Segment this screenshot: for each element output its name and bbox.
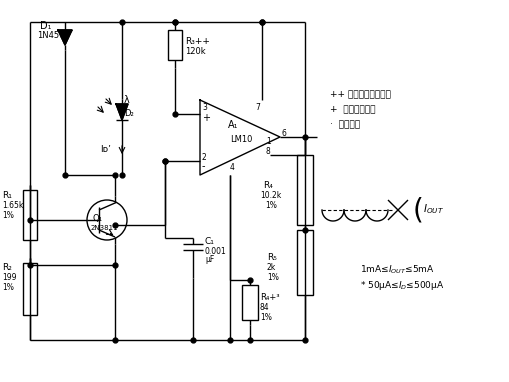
Text: -: - <box>202 161 205 171</box>
Text: 2: 2 <box>202 152 206 162</box>
Text: A₁: A₁ <box>228 120 238 130</box>
Bar <box>296 230 313 295</box>
Text: 1N457: 1N457 <box>37 31 64 40</box>
Text: λ: λ <box>124 95 129 105</box>
Text: 199: 199 <box>2 274 16 283</box>
Text: 1%: 1% <box>267 274 278 283</box>
Text: 1%: 1% <box>2 210 14 220</box>
Text: ·  铜线绕成: · 铜线绕成 <box>329 120 359 129</box>
Text: 0.001: 0.001 <box>205 246 227 256</box>
Text: $I_{OUT}$: $I_{OUT}$ <box>422 202 443 216</box>
Text: R₃++: R₃++ <box>185 37 210 45</box>
Text: R₂: R₂ <box>2 264 12 272</box>
Text: R₅: R₅ <box>267 253 276 262</box>
Text: 1mA≤$I_{OUT}$≤5mA: 1mA≤$I_{OUT}$≤5mA <box>359 264 433 276</box>
Polygon shape <box>58 30 72 45</box>
Text: 1%: 1% <box>2 283 14 293</box>
Text: 120k: 120k <box>185 47 205 55</box>
Text: 1: 1 <box>266 138 270 147</box>
Text: +  比例因数电阻: + 比例因数电阻 <box>329 105 375 115</box>
Text: 84: 84 <box>260 304 269 312</box>
Text: 1%: 1% <box>265 201 276 210</box>
Text: * 50μA≤$I_D$≤500μA: * 50μA≤$I_D$≤500μA <box>359 278 444 291</box>
Text: 2k: 2k <box>267 264 276 272</box>
Text: μF: μF <box>205 256 214 264</box>
Text: (: ( <box>412 196 423 224</box>
Bar <box>296 155 313 225</box>
Text: 7: 7 <box>254 104 260 113</box>
Text: Iᴅ’: Iᴅ’ <box>100 146 110 154</box>
Text: R₄+³: R₄+³ <box>260 293 279 303</box>
Text: R₄: R₄ <box>263 181 272 189</box>
Polygon shape <box>116 104 128 120</box>
Text: 10.2k: 10.2k <box>260 191 280 201</box>
Text: D₂: D₂ <box>124 110 133 118</box>
Text: LM10: LM10 <box>230 136 252 144</box>
Text: 1.65k: 1.65k <box>2 201 23 209</box>
Text: Q₁: Q₁ <box>93 214 103 222</box>
Text: 8: 8 <box>266 147 270 155</box>
Bar <box>167 30 182 60</box>
Text: 3: 3 <box>202 104 207 113</box>
Text: +: + <box>202 113 210 123</box>
Text: 6: 6 <box>281 128 286 138</box>
Text: 4: 4 <box>230 162 235 172</box>
Text: 2N3811: 2N3811 <box>90 225 118 231</box>
Text: ++ 中心刻度调调电阻: ++ 中心刻度调调电阻 <box>329 91 390 99</box>
Text: R₁: R₁ <box>2 191 12 199</box>
Text: D₁: D₁ <box>40 21 51 31</box>
Bar <box>242 285 258 320</box>
Text: C₁: C₁ <box>205 238 214 246</box>
Text: 1%: 1% <box>260 312 271 322</box>
